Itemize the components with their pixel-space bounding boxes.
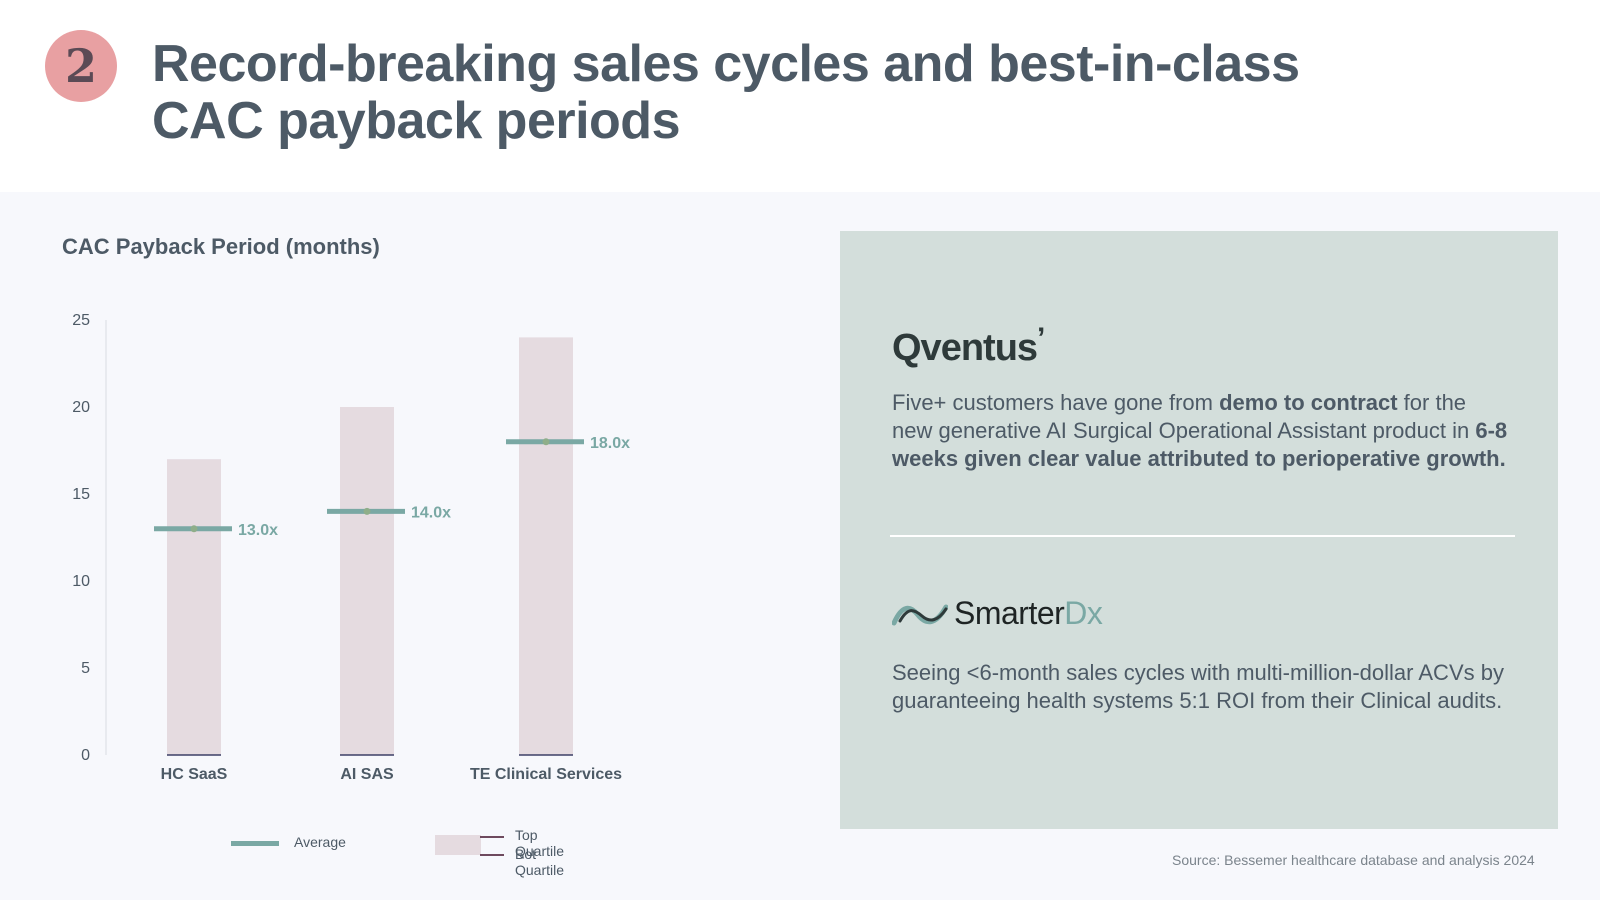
- smarterdx-logo: Smarter Dx: [892, 593, 1103, 633]
- legend-average-label: Average: [294, 834, 346, 850]
- qventus-description: Five+ customers have gone from demo to c…: [892, 389, 1512, 473]
- smarterdx-wave-icon: [892, 604, 948, 626]
- smarterdx-logo-text-b: Dx: [1064, 594, 1103, 631]
- qventus-text-bold-2: 6-8 weeks given clear value attributed t…: [892, 418, 1508, 471]
- average-data-label: 14.0x: [411, 504, 451, 521]
- legend-top-quartile-line: [480, 836, 504, 838]
- average-point: [363, 507, 371, 515]
- y-tick-label: 15: [72, 486, 90, 503]
- x-category-label: TE Clinical Services: [470, 766, 622, 783]
- page-title: Record-breaking sales cycles and best-in…: [152, 36, 1352, 150]
- legend-bot-quartile-label: Bot Quartile: [515, 846, 565, 878]
- average-data-label: 13.0x: [238, 522, 278, 539]
- legend-top-quartile-label: Top Quartile: [515, 827, 565, 859]
- average-data-label: 18.0x: [590, 435, 630, 452]
- source-note: Source: Bessemer healthcare database and…: [1172, 852, 1535, 868]
- average-point: [542, 438, 550, 446]
- qventus-text-bold-1: demo to contract: [1219, 390, 1398, 415]
- y-tick-label: 25: [72, 312, 90, 329]
- qventus-text-2: for the new generative AI Surgical Opera…: [892, 390, 1476, 443]
- qventus-logo-text: Qventus: [892, 327, 1038, 369]
- smarterdx-description: Seeing <6-month sales cycles with multi-…: [892, 660, 1504, 713]
- qventus-text-1: Five+ customers have gone from: [892, 390, 1220, 415]
- smarterdx-logo-text-a: Smarter: [954, 594, 1065, 631]
- x-category-label: HC SaaS: [161, 766, 228, 783]
- y-tick-label: 0: [81, 747, 90, 764]
- legend-quartile-swatch: [435, 835, 481, 855]
- quartile-bar: [519, 337, 573, 755]
- legend-average-swatch: [231, 841, 279, 846]
- y-tick-label: 20: [72, 399, 90, 416]
- x-category-label: AI SAS: [340, 766, 394, 783]
- title-line-2: CAC payback periods: [152, 92, 681, 150]
- quartile-bar: [167, 459, 221, 755]
- y-tick-label: 10: [72, 573, 90, 590]
- panel-divider: [890, 535, 1515, 537]
- quartile-bar: [340, 407, 394, 755]
- cac-payback-chart: 0 5 10 15 20 25 13.0x HC SaaS 14.0x AI SAS 18.0x TE…: [72, 312, 630, 783]
- slide-header: 2 Record-breaking sales cycles and best-…: [0, 0, 1600, 192]
- qventus-logo-mark: ’: [1037, 322, 1045, 355]
- section-number-badge: 2: [45, 30, 117, 102]
- title-line-1: Record-breaking sales cycles and best-in…: [152, 35, 1300, 93]
- legend-bot-quartile-line: [480, 854, 504, 856]
- case-study-panel: Qventus’ Five+ customers have gone from …: [840, 231, 1558, 829]
- y-tick-label: 5: [81, 660, 90, 677]
- qventus-logo: Qventus’: [892, 322, 1045, 370]
- chart-title: CAC Payback Period (months): [62, 234, 380, 259]
- average-point: [190, 525, 198, 533]
